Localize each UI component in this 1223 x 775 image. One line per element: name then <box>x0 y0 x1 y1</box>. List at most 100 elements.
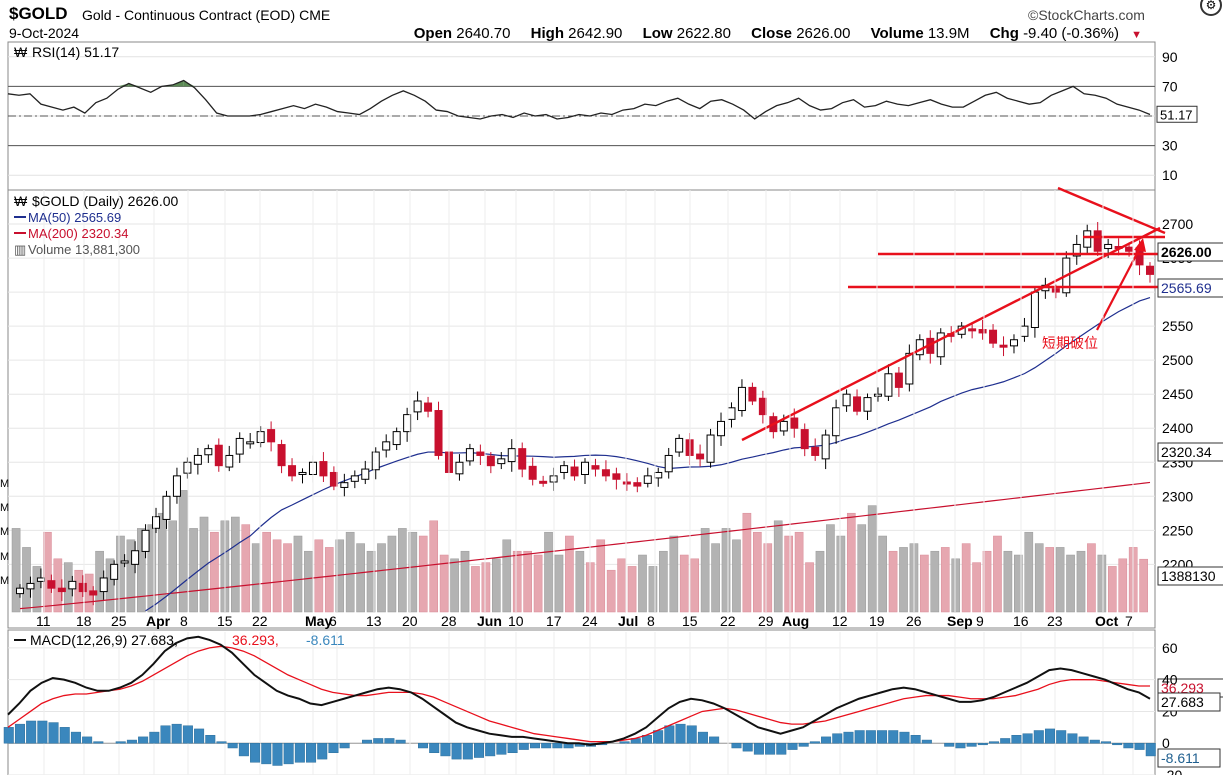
candle-body <box>36 577 45 582</box>
volume-legend: Volume 13,881,300 <box>28 242 140 257</box>
macd-histogram-bar <box>977 742 988 746</box>
candle-body <box>382 441 391 451</box>
volume-bar <box>554 554 564 613</box>
candle-body <box>601 469 610 477</box>
candle-body <box>120 560 129 564</box>
candle-body <box>622 481 631 485</box>
volume-bar <box>732 539 741 613</box>
volume-label: Volume <box>870 25 924 42</box>
down-arrow-icon: ▼ <box>1131 29 1142 41</box>
macd-histogram-bar <box>339 742 350 749</box>
trendline-annotation <box>1057 186 1166 235</box>
high-label: High <box>530 25 564 42</box>
macd-histogram-bar <box>1100 741 1111 744</box>
macd-histogram-bar <box>496 742 507 755</box>
rsi-tick-label: 70 <box>1162 78 1178 94</box>
macd-histogram-bar <box>709 736 720 744</box>
rsi-line <box>7 79 1151 120</box>
price-tick-label: 2250 <box>1162 522 1193 538</box>
candle-body <box>172 475 181 497</box>
date-axis-label: 25 <box>111 613 127 629</box>
volume-bar <box>147 524 157 613</box>
macd-histogram-bar <box>373 738 384 744</box>
price-tick-label: 2450 <box>1162 386 1193 402</box>
date-axis-label: 24 <box>582 613 598 629</box>
macd-histogram-bar <box>384 738 395 744</box>
macd-histogram-bar <box>1112 742 1123 746</box>
candle-body <box>863 397 872 412</box>
macd-histogram-bar <box>686 725 697 744</box>
macd-histogram-bar <box>149 731 160 744</box>
macd-histogram-bar <box>697 731 708 744</box>
candle-body <box>141 529 150 552</box>
macd-value-label-badge <box>1157 692 1221 712</box>
candle-body <box>298 471 307 475</box>
annotation-text: 短期破位 <box>1042 335 1098 351</box>
candle-body <box>717 420 726 437</box>
date-axis-label: Apr <box>146 613 171 629</box>
candle-body <box>392 431 401 446</box>
rsi-value-label: 51.17 <box>1160 107 1193 122</box>
macd-histogram-bar <box>48 722 59 744</box>
close-price-label: 2626.00 <box>1161 244 1212 260</box>
trendline-annotation <box>741 226 1161 442</box>
legends: ₩ RSI(14) 51.17₩ $GOLD (Daily) 2626.00MA(5… <box>14 44 345 648</box>
volume-bar <box>627 566 637 613</box>
macd-histogram-bar <box>440 742 451 757</box>
macd-histogram-bar <box>921 739 932 744</box>
volume-bar <box>1024 531 1034 613</box>
candle-body <box>832 407 841 437</box>
macd-hist-label: -8.611 <box>1161 750 1200 766</box>
volume-bar <box>961 543 971 613</box>
candle-body <box>727 407 736 420</box>
candle-body <box>1020 325 1029 337</box>
candle-body <box>57 587 66 593</box>
candle-body <box>1009 339 1018 347</box>
rsi-tick-label: 10 <box>1162 167 1178 183</box>
macd-histogram-bar <box>843 731 854 744</box>
rsi-legend: RSI(14) 51.17 <box>32 44 119 60</box>
candle-body <box>1093 230 1102 252</box>
candle-body <box>47 580 56 589</box>
copyright-text[interactable]: ©StockCharts.com <box>1028 7 1145 23</box>
candle-body <box>936 332 945 358</box>
volume-bar <box>283 543 292 613</box>
date-axis-label: May <box>305 613 332 629</box>
volume-bar <box>920 554 929 613</box>
ma200-price-label-badge <box>1157 442 1223 462</box>
macd-histogram-bar <box>362 739 373 744</box>
volume-bar <box>784 535 793 613</box>
candle-body <box>497 458 506 465</box>
settings-gear-icon[interactable]: ⚙ <box>1200 0 1222 16</box>
macd-histogram-bar <box>182 725 193 744</box>
symbol-title: $GOLD <box>9 4 68 23</box>
volume-value: 13.9M <box>927 25 970 42</box>
candle-body <box>1051 288 1060 293</box>
macd-histogram-bar <box>944 742 955 747</box>
price-legend: $GOLD (Daily) 2626.00 <box>32 193 179 209</box>
macd-hist-label-badge <box>1157 748 1221 768</box>
rsi-value-badge <box>1156 105 1198 123</box>
macd-hist-legend: -8.611 <box>306 632 345 648</box>
date-axis-label: 22 <box>252 613 268 629</box>
volume-bar <box>272 539 282 613</box>
volume-bar <box>763 543 773 613</box>
volume-price-label: 1388130 <box>1161 568 1216 584</box>
candle-body <box>633 482 642 487</box>
macd-histogram-bar <box>742 742 753 752</box>
candle-body <box>110 563 119 580</box>
macd-histogram-bar <box>473 742 485 758</box>
candle-body <box>853 396 862 412</box>
macd-histogram-bar <box>216 741 227 744</box>
candle-body <box>581 461 589 476</box>
exchange-text: CME <box>299 7 331 23</box>
volume-bar <box>157 512 167 613</box>
macd-histogram-bar <box>1000 738 1011 744</box>
candle-body <box>486 455 495 467</box>
volume-bar <box>1076 550 1086 613</box>
candle-body <box>905 352 914 385</box>
date-axis-label: 26 <box>906 613 922 629</box>
macd-histogram-bar <box>1011 735 1022 744</box>
